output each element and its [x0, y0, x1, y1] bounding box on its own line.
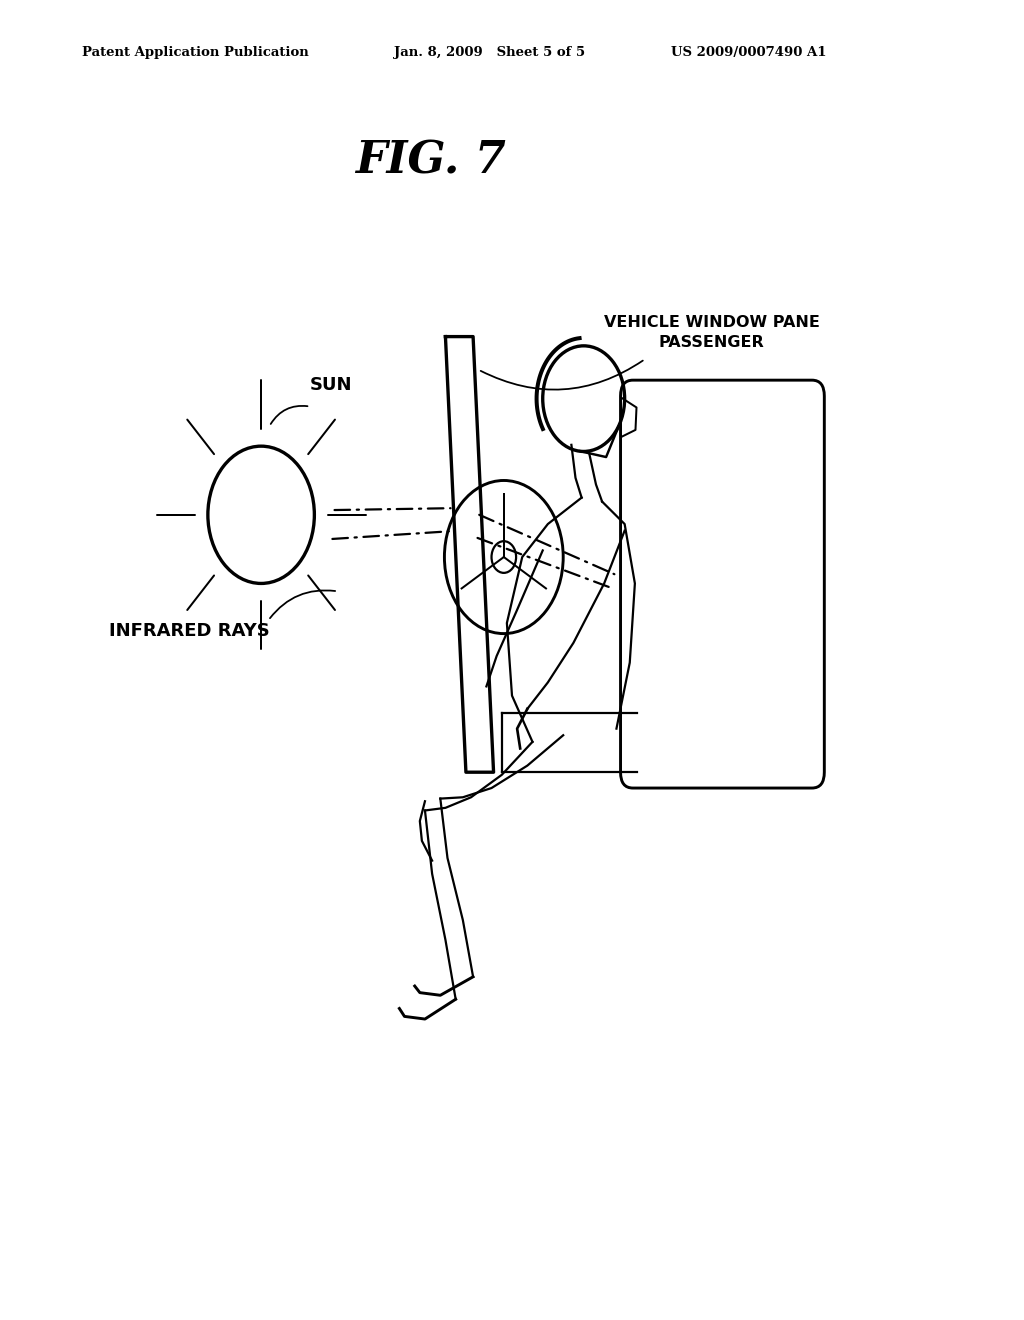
Text: Jan. 8, 2009   Sheet 5 of 5: Jan. 8, 2009 Sheet 5 of 5	[394, 46, 586, 59]
Text: US 2009/0007490 A1: US 2009/0007490 A1	[671, 46, 826, 59]
Text: VEHICLE WINDOW PANE
PASSENGER: VEHICLE WINDOW PANE PASSENGER	[604, 315, 819, 350]
Text: Patent Application Publication: Patent Application Publication	[82, 46, 308, 59]
Text: SUN: SUN	[309, 376, 352, 395]
Text: INFRARED RAYS: INFRARED RAYS	[110, 622, 269, 640]
Text: FIG. 7: FIG. 7	[354, 140, 506, 182]
